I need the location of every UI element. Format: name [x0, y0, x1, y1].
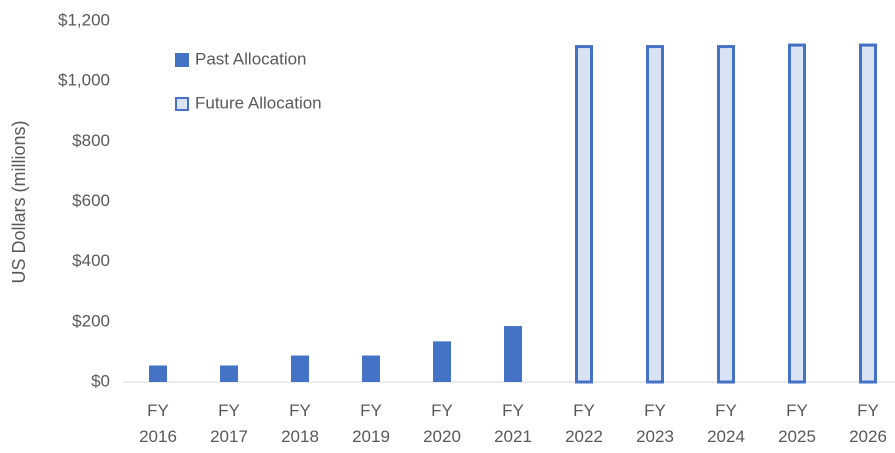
y-tick-label: $1,000 — [58, 71, 110, 90]
y-tick-label: $400 — [72, 251, 110, 270]
bar — [504, 326, 522, 382]
legend-marker — [175, 97, 189, 111]
y-tick-label: $0 — [91, 371, 110, 390]
x-tick-label: FY 2024 — [707, 401, 745, 446]
x-tick-label: FY 2026 — [849, 401, 887, 446]
y-tick-label: $200 — [72, 311, 110, 330]
x-tick-label: FY 2022 — [565, 401, 603, 446]
y-tick-label: $1,200 — [58, 10, 110, 29]
x-tick-label: FY 2016 — [139, 401, 177, 446]
x-tick-label: FY 2017 — [210, 401, 248, 446]
bar — [291, 355, 309, 382]
bar — [646, 45, 664, 384]
x-tick-label: FY 2025 — [778, 401, 816, 446]
legend-marker — [175, 53, 189, 67]
legend-label: Future Allocation — [195, 93, 322, 112]
x-tick-label: FY 2021 — [494, 401, 532, 446]
bar — [362, 355, 380, 382]
bar — [859, 43, 877, 384]
x-tick-label: FY 2018 — [281, 401, 319, 446]
x-tick-label: FY 2020 — [423, 401, 461, 446]
bar — [149, 365, 167, 382]
bar — [575, 45, 593, 384]
y-tick-label: $600 — [72, 191, 110, 210]
y-tick-label: $800 — [72, 131, 110, 150]
legend-label: Past Allocation — [195, 49, 307, 68]
bar — [717, 45, 735, 384]
y-axis-label: US Dollars (millions) — [9, 120, 29, 283]
bar — [433, 341, 451, 382]
x-tick-label: FY 2023 — [636, 401, 674, 446]
bar — [788, 43, 806, 384]
bar — [220, 365, 238, 382]
x-tick-label: FY 2019 — [352, 401, 390, 446]
